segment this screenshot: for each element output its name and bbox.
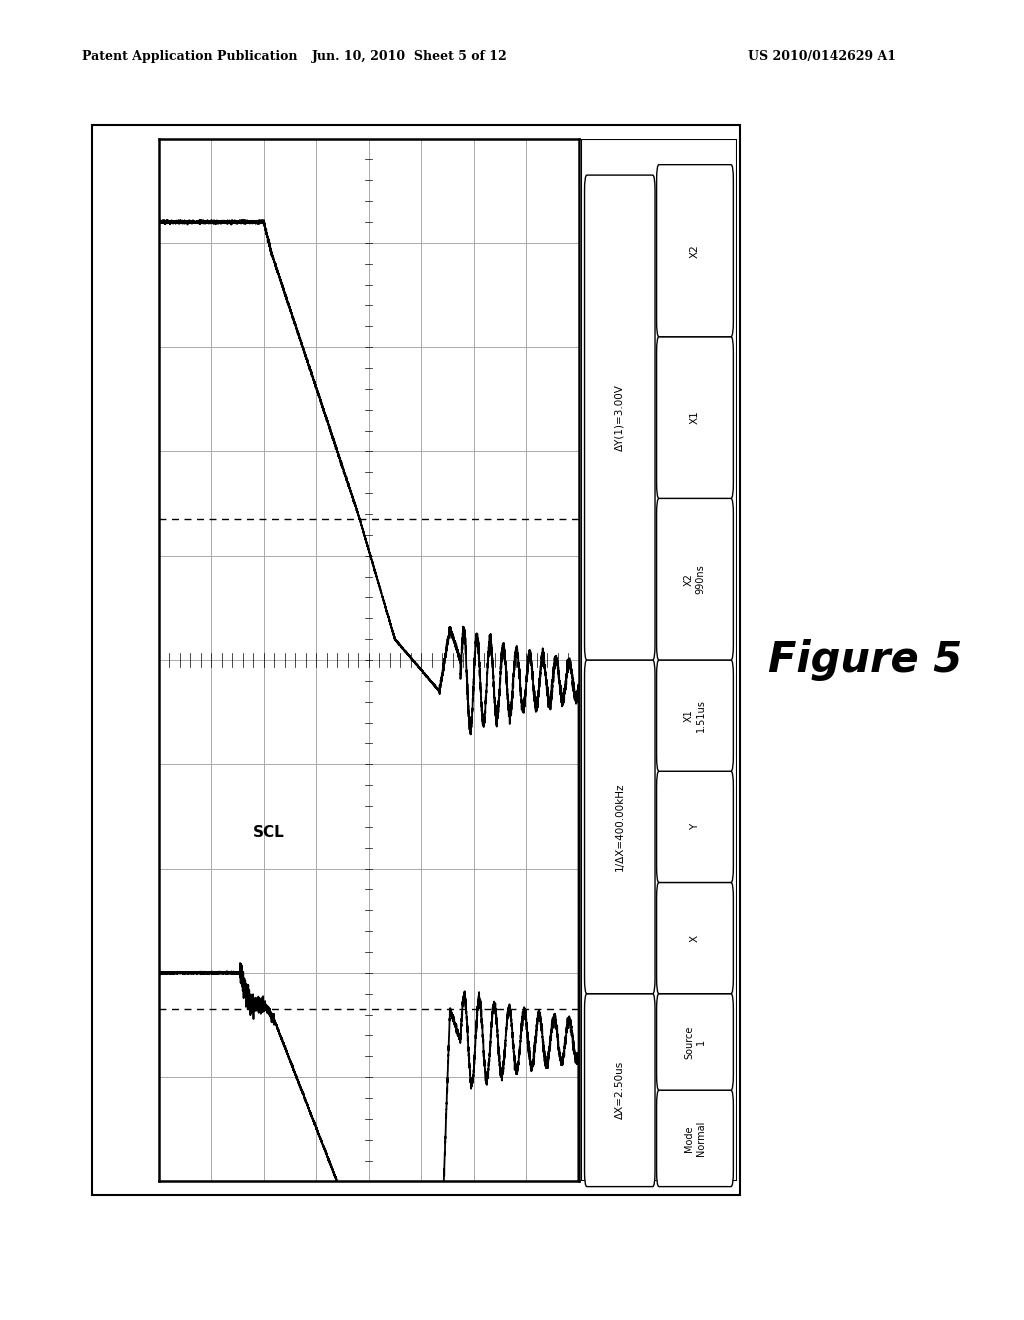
FancyBboxPatch shape — [656, 499, 733, 660]
Text: X1
1.51us: X1 1.51us — [684, 700, 706, 733]
Text: Y: Y — [690, 824, 700, 830]
Text: Figure 5: Figure 5 — [768, 639, 963, 681]
Text: X1: X1 — [690, 411, 700, 425]
FancyBboxPatch shape — [656, 660, 733, 771]
Text: Jun. 10, 2010  Sheet 5 of 12: Jun. 10, 2010 Sheet 5 of 12 — [311, 50, 508, 63]
FancyBboxPatch shape — [656, 337, 733, 499]
FancyBboxPatch shape — [585, 660, 655, 994]
Text: Mode
Normal: Mode Normal — [684, 1121, 706, 1156]
FancyBboxPatch shape — [656, 1090, 733, 1187]
FancyBboxPatch shape — [656, 994, 733, 1090]
FancyBboxPatch shape — [656, 771, 733, 883]
Text: X2: X2 — [690, 244, 700, 257]
Text: Source
1: Source 1 — [684, 1026, 706, 1059]
Text: X2
990ns: X2 990ns — [684, 565, 706, 594]
Text: SCL: SCL — [253, 825, 285, 841]
Text: X: X — [690, 935, 700, 941]
Text: ΔY(1)=3.00V: ΔY(1)=3.00V — [614, 384, 625, 451]
Text: ΔX=2.50us: ΔX=2.50us — [614, 1061, 625, 1119]
FancyBboxPatch shape — [656, 165, 733, 337]
FancyBboxPatch shape — [656, 883, 733, 994]
Text: US 2010/0142629 A1: US 2010/0142629 A1 — [748, 50, 896, 63]
FancyBboxPatch shape — [585, 176, 655, 660]
Text: Patent Application Publication: Patent Application Publication — [82, 50, 297, 63]
FancyBboxPatch shape — [585, 994, 655, 1187]
Text: 1/ΔX=400.00kHz: 1/ΔX=400.00kHz — [614, 783, 625, 871]
